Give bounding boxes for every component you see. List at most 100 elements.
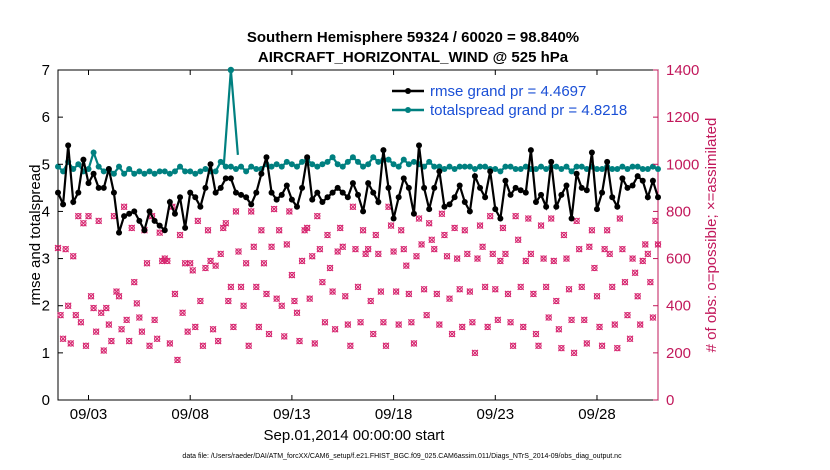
obs-point: [652, 217, 659, 225]
obs-point: [446, 295, 453, 303]
obs-point: [64, 302, 72, 310]
spread-point: [400, 156, 407, 163]
obs-point: [372, 231, 380, 239]
obs-point: [232, 208, 240, 215]
obs-point: [108, 337, 115, 345]
obs-point: [641, 241, 649, 248]
obs-point: [74, 212, 82, 220]
spread-point: [471, 166, 478, 172]
rmse-point: [385, 184, 392, 191]
obs-point: [560, 231, 568, 239]
obs-point: [496, 257, 504, 265]
spread-point: [466, 163, 473, 170]
x-axis-ticks: 09/03 09/08 09/13 09/18 09/23 09/28: [70, 70, 616, 423]
obs-point: [634, 292, 642, 300]
rmse-point: [207, 161, 214, 168]
obs-point: [491, 285, 499, 293]
obs-point: [298, 257, 306, 265]
rmse-point: [466, 208, 473, 215]
obs-point: [166, 340, 174, 347]
obs-point: [608, 283, 616, 291]
obs-point: [502, 250, 509, 258]
obs-point: [380, 318, 387, 326]
obs-point: [532, 330, 540, 338]
spread-point: [441, 166, 448, 172]
rmse-point: [578, 184, 585, 191]
obs-point: [438, 210, 446, 218]
obs-point: [222, 219, 230, 227]
obs-point: [100, 347, 108, 354]
obs-point: [240, 302, 247, 310]
obs-point: [176, 231, 184, 239]
obs-point: [524, 215, 532, 222]
obs-point: [428, 236, 436, 244]
obs-point: [316, 245, 324, 253]
obs-point: [331, 325, 339, 333]
obs-point: [252, 283, 260, 291]
obs-point: [90, 304, 97, 312]
rmse-point: [75, 189, 82, 196]
obs-point: [598, 342, 606, 350]
obs-point: [430, 245, 438, 253]
obs-point: [568, 316, 575, 324]
obs-point: [95, 217, 103, 225]
rmse-point: [304, 154, 311, 161]
obs-point: [504, 290, 512, 298]
rmse-point: [192, 194, 199, 201]
spread-point: [283, 158, 290, 165]
y-tick-label: 0: [42, 392, 50, 409]
obs-point: [405, 290, 413, 298]
obs-point: [624, 311, 631, 319]
obs-point: [514, 236, 522, 244]
x-tick-label: 09/13: [273, 406, 311, 423]
obs-point: [509, 342, 517, 350]
obs-point: [255, 323, 263, 331]
rmse-point: [522, 189, 529, 196]
obs-point: [410, 340, 418, 347]
y-tick-label: 2: [42, 298, 50, 315]
spread-point: [288, 161, 295, 168]
rmse-point: [441, 203, 448, 210]
legend-label-spread: totalspread grand pr = 4.8218: [430, 102, 627, 119]
spread-point: [212, 168, 219, 175]
obs-point: [364, 245, 372, 253]
rmse-point: [146, 208, 153, 215]
rmse-point: [614, 203, 621, 210]
rmse-point: [451, 194, 458, 201]
spread-point: [253, 166, 260, 172]
obs-point: [573, 217, 581, 225]
rmse-point: [639, 177, 646, 184]
obs-point: [227, 283, 235, 291]
obs-point: [397, 226, 405, 234]
obs-point: [542, 283, 550, 291]
rmse-point: [288, 196, 295, 203]
y2-axis-label: # of obs: o=possible; ×=assimilated: [703, 118, 720, 353]
obs-point: [530, 290, 537, 298]
rmse-point: [538, 191, 545, 198]
obs-point: [313, 212, 321, 220]
obs-point: [153, 335, 161, 343]
spread-point: [599, 166, 606, 172]
spread-point: [390, 161, 397, 168]
obs-point: [619, 245, 626, 253]
obs-point: [321, 318, 329, 326]
rmse-point: [487, 168, 494, 175]
spread-point: [553, 163, 560, 170]
y2-tick-label: 1000: [666, 156, 699, 173]
rmse-point: [593, 206, 600, 213]
rmse-point: [355, 191, 361, 198]
obs-point: [606, 250, 614, 258]
obs-point: [382, 342, 390, 350]
spread-point: [192, 170, 199, 177]
rmse-point: [497, 215, 504, 222]
obs-point: [156, 229, 164, 237]
rmse-point: [238, 191, 245, 198]
obs-point: [413, 252, 420, 260]
obs-point: [69, 252, 77, 260]
spread-point: [634, 163, 641, 170]
spread-point: [227, 163, 234, 170]
obs-point: [138, 328, 146, 336]
obs-point: [135, 314, 143, 321]
spread-point: [517, 166, 524, 172]
rmse-point: [65, 142, 72, 149]
